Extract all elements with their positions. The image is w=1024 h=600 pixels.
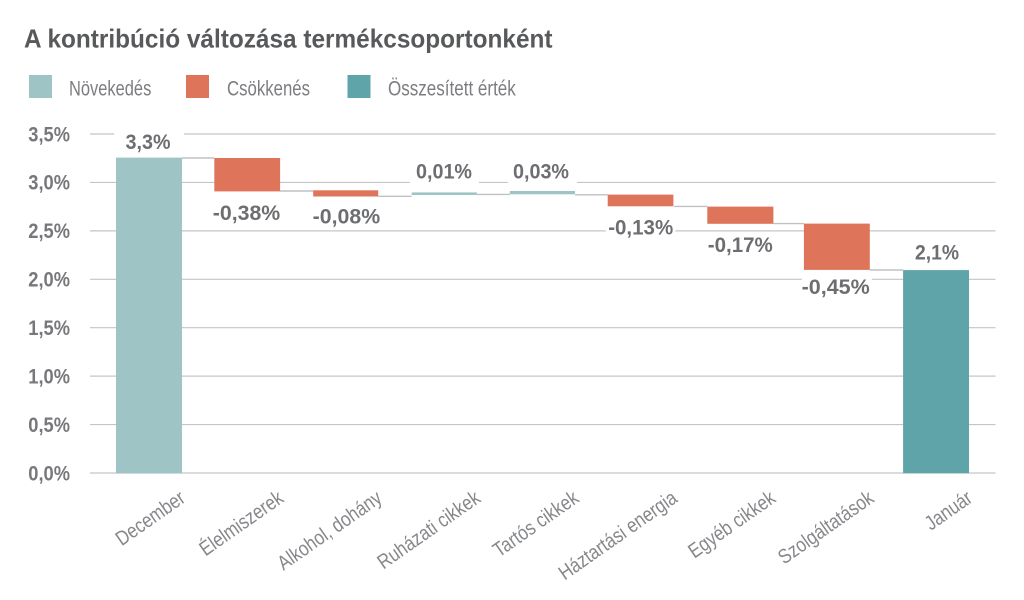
svg-text:2,5%: 2,5% [28,220,70,243]
svg-text:0,0%: 0,0% [28,462,70,485]
svg-text:1,5%: 1,5% [28,317,70,340]
svg-text:2,0%: 2,0% [28,269,70,292]
svg-text:2,1%: 2,1% [915,240,959,264]
svg-text:1,0%: 1,0% [28,365,70,388]
svg-text:-0,45%: -0,45% [802,275,870,299]
svg-text:A kontribúció változása termék: A kontribúció változása termékcsoportonk… [24,24,553,54]
svg-text:3,5%: 3,5% [28,123,70,146]
svg-text:3,3%: 3,3% [126,130,171,154]
svg-text:-0,13%: -0,13% [608,215,673,239]
svg-text:-0,08%: -0,08% [313,204,381,228]
svg-text:0,01%: 0,01% [416,159,472,183]
svg-text:0,03%: 0,03% [513,159,569,183]
svg-text:Csökkenés: Csökkenés [227,77,310,101]
svg-text:0,5%: 0,5% [28,414,70,437]
svg-text:3,0%: 3,0% [28,172,70,195]
svg-text:Növekedés: Növekedés [69,77,151,101]
svg-text:-0,17%: -0,17% [708,233,773,257]
svg-text:-0,38%: -0,38% [213,201,281,225]
svg-text:Összesített érték: Összesített érték [388,77,516,101]
